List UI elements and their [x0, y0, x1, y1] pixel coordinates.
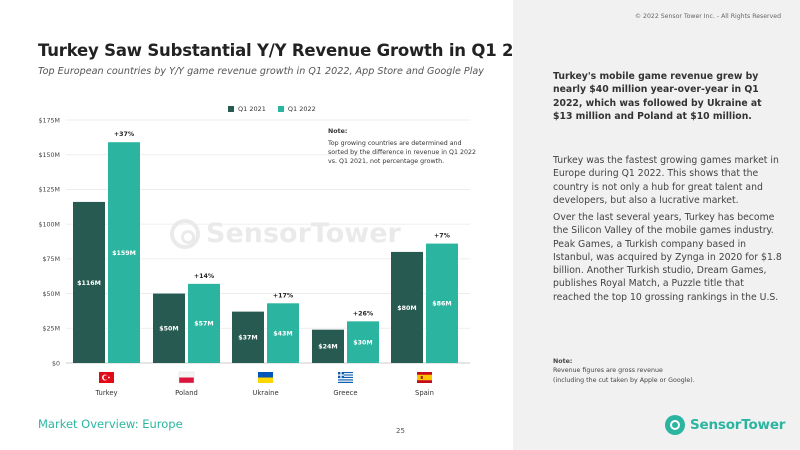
y-tick-label: $50M [43, 291, 60, 298]
ukraine-flag-icon [258, 372, 273, 383]
revenue-note: Note: Revenue figures are gross revenue … [553, 357, 695, 385]
bar-q1-2022 [347, 321, 379, 363]
growth-label: +17% [273, 292, 294, 299]
y-tick-label: $100M [39, 221, 60, 228]
bar-q1-2022 [188, 283, 220, 363]
page-title: Turkey Saw Substantial Y/Y Revenue Growt… [38, 41, 548, 60]
bar-value-label: $43M [273, 330, 292, 337]
revenue-note-line-2: (including the cut taken by Apple or Goo… [553, 376, 695, 384]
bar-q1-2022 [267, 303, 299, 363]
growth-label: +14% [194, 273, 215, 280]
x-tick-label: Turkey [94, 389, 117, 397]
bar-q1-2022 [426, 243, 458, 363]
bar-value-label: $24M [318, 344, 337, 351]
bar-value-label: $50M [159, 326, 178, 333]
revenue-bar-chart: $0 $25M $50M $75M $100M $125M $150M $175M $116M $… [39, 117, 470, 397]
bar-value-label: $86M [432, 301, 451, 308]
body-paragraph-2: Over the last several years, Turkey has … [553, 212, 782, 303]
watermark: SensorTower [170, 218, 401, 249]
y-tick-label: $25M [43, 326, 60, 333]
bar-value-label: $116M [77, 280, 101, 287]
turkey-flag-icon [99, 372, 114, 383]
bar-q1-2022 [108, 142, 140, 363]
legend-label-q1-2022: Q1 2022 [287, 105, 316, 113]
bar-q1-2021 [153, 293, 185, 363]
legend-item-q1-2021: Q1 2021 [228, 105, 266, 113]
bar-q1-2021 [73, 201, 105, 363]
poland-flag-icon [178, 371, 195, 384]
chart-legend: Q1 2021 Q1 2022 [228, 105, 316, 113]
legend-swatch-q1-2021 [228, 106, 234, 112]
x-tick-label: Ukraine [252, 389, 278, 397]
bar-value-label: $159M [112, 250, 136, 257]
chart-note-heading: Note: [328, 128, 348, 135]
growth-label: +26% [353, 310, 374, 317]
body-paragraph-1: Turkey was the fastest growing games mar… [553, 155, 779, 206]
growth-label: +37% [114, 131, 135, 138]
bar-value-label: $30M [353, 339, 372, 346]
highlight-paragraph: Turkey's mobile game revenue grew by nea… [553, 71, 762, 122]
bar-value-label: $37M [238, 335, 257, 342]
legend-item-q1-2022: Q1 2022 [277, 105, 316, 113]
y-tick-label: $75M [43, 256, 60, 263]
revenue-note-heading: Note: [553, 358, 573, 365]
y-tick-label: $150M [39, 152, 60, 159]
y-tick-label: $175M [39, 117, 60, 124]
y-tick-label: $0 [52, 360, 60, 367]
greece-flag-icon [338, 372, 353, 383]
bar-q1-2021 [391, 251, 423, 363]
x-tick-label: Greece [333, 389, 357, 397]
revenue-note-line-1: Revenue figures are gross revenue [553, 367, 663, 375]
sensortower-watermark-icon [170, 218, 200, 249]
bar-q1-2021 [232, 311, 264, 363]
section-title: Market Overview: Europe [38, 417, 183, 431]
bar-value-label: $57M [194, 321, 213, 328]
x-tick-label: Spain [415, 389, 434, 397]
chart-panel: Turkey Saw Substantial Y/Y Revenue Growt… [38, 41, 548, 435]
copyright: © 2022 Sensor Tower Inc. - All Rights Re… [634, 13, 781, 20]
legend-label-q1-2021: Q1 2021 [238, 105, 266, 113]
growth-label: +7% [434, 233, 451, 240]
y-tick-label: $125M [39, 187, 60, 194]
legend-swatch-q1-2022 [277, 106, 284, 112]
chart-note-text: Top growing countries are determined and… [328, 140, 476, 166]
brand-logo[interactable]: SensorTower [665, 415, 785, 435]
page-number: 25 [396, 427, 405, 435]
chart-note: Note: Top growing countries are determin… [328, 127, 478, 167]
bar-q1-2021 [312, 329, 344, 363]
spain-flag-icon [417, 372, 432, 383]
watermark-text: SensorTower [206, 218, 401, 249]
commentary-panel: © 2022 Sensor Tower Inc. - All Rights Re… [513, 0, 800, 450]
sensortower-logo-icon [665, 415, 685, 435]
brand-name: SensorTower [690, 417, 786, 433]
bar-value-label: $80M [397, 305, 416, 312]
page-subtitle: Top European countries by Y/Y game reven… [38, 66, 484, 77]
x-tick-label: Poland [175, 389, 198, 397]
